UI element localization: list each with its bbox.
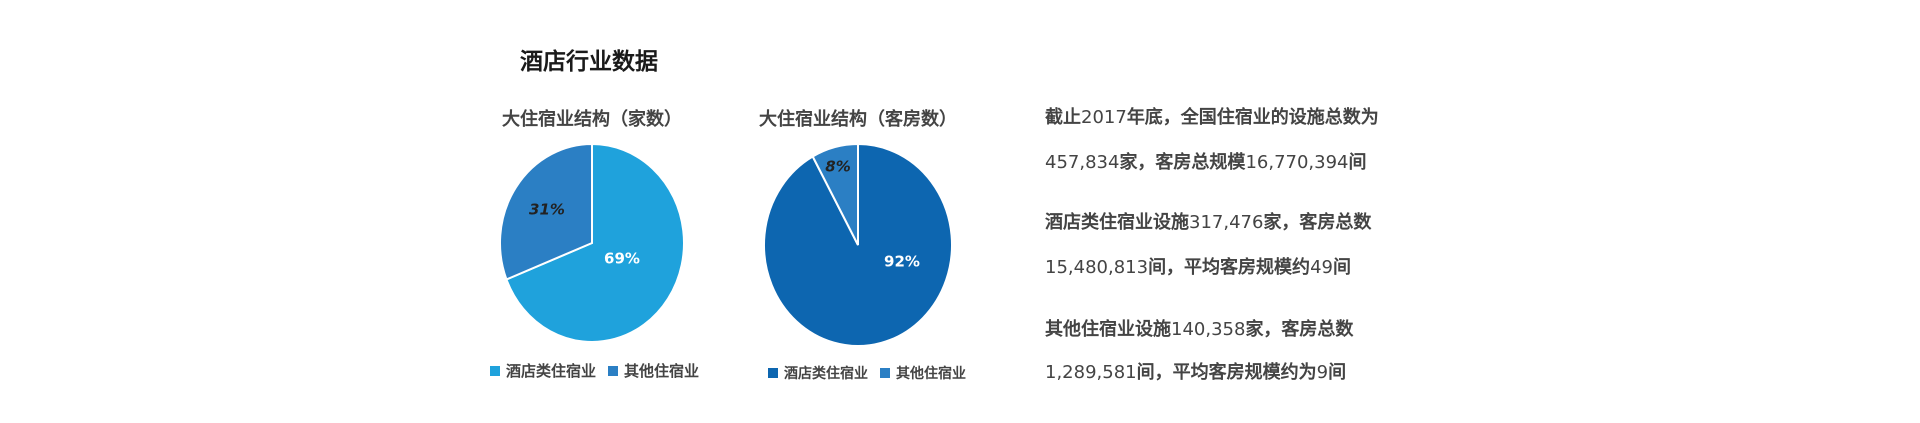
pie-slice-other xyxy=(811,142,859,246)
legend-swatch xyxy=(490,365,500,376)
data-label: 31% xyxy=(529,201,565,219)
legend-label: 其他住宿业 xyxy=(896,366,966,382)
page-title: 酒店行业数据 xyxy=(520,49,658,75)
data-label: 69% xyxy=(604,250,640,268)
data-label: 8% xyxy=(825,158,850,176)
summary-line: 457,834家，客房总规模16,770,394间 xyxy=(1045,152,1367,173)
legend-swatch xyxy=(768,368,778,378)
data-label: 92% xyxy=(884,253,920,271)
summary-line: 酒店类住宿业设施317,476家，客房总数 xyxy=(1045,212,1372,233)
summary-line: 15,480,813间，平均客房规模约49间 xyxy=(1045,257,1351,278)
pie-slice-hotel xyxy=(505,142,685,343)
chart-title-households: 大住宿业结构（家数） xyxy=(502,109,682,130)
summary-line: 1,289,581间，平均客房规模约为9间 xyxy=(1045,362,1347,383)
pie-slice-other xyxy=(499,142,593,281)
legend-swatch xyxy=(608,365,619,376)
legend-households: 酒店类住宿业 其他住宿业 xyxy=(490,360,699,381)
legend-swatch xyxy=(880,368,890,378)
summary-line: 截止2017年底，全国住宿业的设施总数为 xyxy=(1045,107,1379,128)
legend-rooms: 酒店类住宿业 其他住宿业 xyxy=(768,363,966,383)
legend-label: 酒店类住宿业 xyxy=(506,362,597,380)
legend-label: 酒店类住宿业 xyxy=(784,366,868,382)
summary-line: 其他住宿业设施140,358家，客房总数 xyxy=(1045,319,1354,340)
legend-label: 其他住宿业 xyxy=(624,362,700,380)
chart-title-rooms: 大住宿业结构（客房数） xyxy=(759,109,957,130)
